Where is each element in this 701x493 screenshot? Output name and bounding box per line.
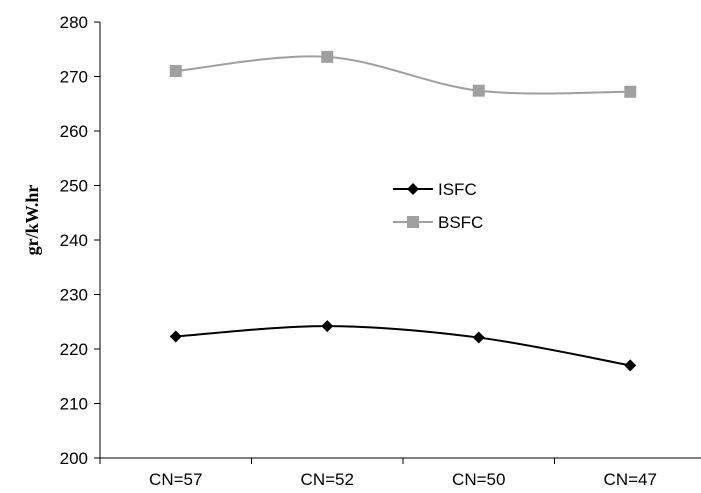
x-tick-label: CN=57 xyxy=(149,470,202,489)
series-line-bsfc xyxy=(175,55,631,95)
y-tick-label: 250 xyxy=(60,177,88,196)
axes xyxy=(99,22,701,459)
legend-label: ISFC xyxy=(438,180,477,199)
y-axis-label: gr/kW.hr xyxy=(22,185,42,256)
data-point-isfc xyxy=(321,320,334,333)
y-tick-label: 200 xyxy=(60,449,88,468)
x-tick-label: CN=50 xyxy=(452,470,505,489)
legend-entry-isfc: ISFC xyxy=(393,180,477,199)
data-point-bsfc xyxy=(472,84,485,97)
data-point-isfc xyxy=(472,331,485,344)
data-point-isfc xyxy=(169,330,182,343)
y-tick-label: 220 xyxy=(60,340,88,359)
y-ticks: 200 210 220 230 240 250 260 270 280 xyxy=(60,13,100,468)
data-point-bsfc xyxy=(169,65,182,78)
y-tick-label: 240 xyxy=(60,231,88,250)
y-tick-label: 210 xyxy=(60,395,88,414)
series-line-isfc xyxy=(175,325,631,367)
legend-label: BSFC xyxy=(438,213,483,232)
series-bsfc xyxy=(169,50,637,98)
data-point-bsfc xyxy=(321,50,334,63)
series-group xyxy=(169,50,637,372)
legend-marker xyxy=(407,183,419,195)
series-isfc xyxy=(169,320,637,372)
y-tick-label: 280 xyxy=(60,13,88,32)
data-point-bsfc xyxy=(624,85,637,98)
data-point-isfc xyxy=(624,359,637,372)
x-tick-label: CN=52 xyxy=(301,470,354,489)
legend-entry-bsfc: BSFC xyxy=(393,213,483,232)
legend: ISFC BSFC xyxy=(393,180,483,232)
y-tick-label: 270 xyxy=(60,68,88,87)
x-tick-label: CN=47 xyxy=(604,470,657,489)
y-tick-label: 230 xyxy=(60,286,88,305)
x-ticks: CN=57 CN=52 CN=50 CN=47 xyxy=(99,458,657,489)
legend-marker xyxy=(407,216,419,228)
y-tick-label: 260 xyxy=(60,122,88,141)
